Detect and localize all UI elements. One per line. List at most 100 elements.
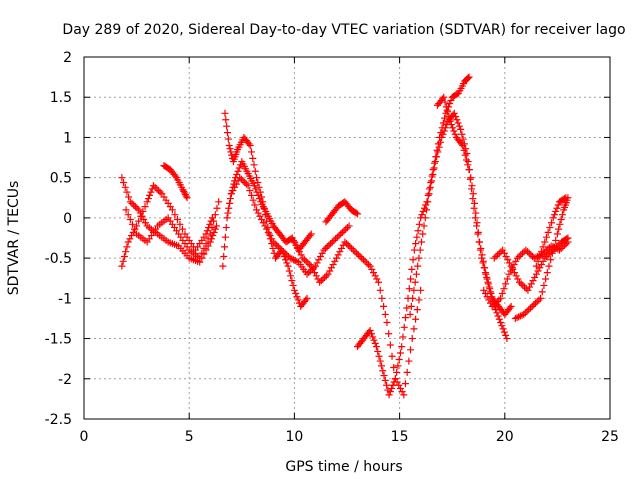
data-point: [232, 180, 240, 188]
data-point: [426, 183, 434, 191]
data-point: [503, 335, 511, 343]
data-point: [425, 190, 433, 198]
data-point: [493, 309, 501, 317]
data-point: [403, 304, 411, 312]
data-point: [497, 294, 505, 302]
data-point: [407, 302, 415, 310]
data-point: [353, 249, 361, 257]
data-point: [321, 273, 329, 281]
data-point: [405, 285, 413, 293]
data-point: [372, 343, 380, 351]
data-point: [140, 215, 148, 223]
data-point: [495, 315, 503, 323]
data-point: [366, 262, 374, 270]
data-point: [499, 325, 507, 333]
data-point: [440, 93, 448, 101]
data-point: [125, 193, 133, 201]
data-point: [424, 191, 432, 199]
data-point: [386, 388, 394, 396]
data-point: [389, 381, 397, 389]
data-point: [546, 224, 554, 232]
data-point: [419, 230, 427, 238]
data-point: [457, 140, 465, 148]
data-point: [463, 150, 471, 158]
data-point: [511, 314, 519, 322]
data-point: [300, 256, 308, 264]
data-point: [284, 262, 292, 270]
data-point: [259, 219, 267, 227]
data-point: [269, 238, 277, 246]
data-point: [245, 140, 253, 148]
data-point: [250, 182, 258, 190]
data-point: [303, 294, 311, 302]
data-point: [371, 272, 379, 280]
data-point: [288, 255, 296, 263]
data-point: [419, 207, 427, 215]
data-point: [299, 254, 307, 262]
data-point: [475, 238, 483, 246]
data-point: [525, 306, 533, 314]
data-point: [517, 251, 525, 259]
data-point: [356, 253, 364, 261]
data-point: [211, 211, 219, 219]
data-point: [302, 296, 310, 304]
data-point: [535, 296, 543, 304]
data-point: [513, 314, 521, 322]
data-point: [221, 233, 229, 241]
data-point: [332, 254, 340, 262]
data-point: [516, 312, 524, 320]
data-point: [447, 121, 455, 129]
data-point: [470, 204, 478, 212]
data-point: [411, 278, 419, 286]
data-point: [527, 251, 535, 259]
data-point: [281, 249, 289, 257]
data-point: [530, 301, 538, 309]
data-point: [385, 330, 393, 338]
data-point: [420, 222, 428, 230]
data-point: [123, 188, 131, 196]
data-point: [259, 198, 267, 206]
data-point: [256, 188, 264, 196]
data-point: [548, 248, 556, 256]
data-point: [330, 236, 338, 244]
data-point: [540, 281, 548, 289]
data-point: [428, 177, 436, 185]
data-point: [312, 272, 320, 280]
data-point: [497, 318, 505, 326]
data-point: [380, 372, 388, 380]
data-point: [294, 296, 302, 304]
data-point: [249, 154, 257, 162]
tick-labels: 0 5 10 15 20 25 -2.5 -2 -1.5 -1 -0.5 0 0.5 1 1.5 2: [45, 50, 619, 445]
data-point: [564, 234, 572, 242]
data-point: [368, 265, 376, 273]
data-point: [290, 256, 298, 264]
data-point: [400, 323, 408, 331]
data-point: [524, 248, 532, 256]
data-point: [464, 161, 472, 169]
data-point: [268, 235, 276, 243]
data-point: [292, 241, 300, 249]
data-point: [349, 246, 357, 254]
data-point: [441, 124, 449, 132]
data-point: [526, 304, 534, 312]
data-point: [206, 230, 214, 238]
data-point: [336, 248, 344, 256]
y-tick-label: 0: [63, 211, 72, 227]
data-point: [135, 217, 143, 225]
data-point: [315, 256, 323, 264]
data-point: [468, 185, 476, 193]
data-point: [335, 232, 343, 240]
data-point: [123, 243, 131, 251]
data-point: [153, 185, 161, 193]
x-tick-label: 0: [80, 429, 89, 445]
data-point: [260, 204, 268, 212]
data-point: [549, 246, 557, 254]
data-point: [413, 233, 421, 241]
data-point: [343, 240, 351, 248]
data-point: [343, 224, 351, 232]
data-point: [463, 156, 471, 164]
data-point: [412, 270, 420, 278]
y-tick-label: 1: [63, 130, 72, 146]
data-point: [395, 381, 403, 389]
data-point: [215, 198, 223, 206]
